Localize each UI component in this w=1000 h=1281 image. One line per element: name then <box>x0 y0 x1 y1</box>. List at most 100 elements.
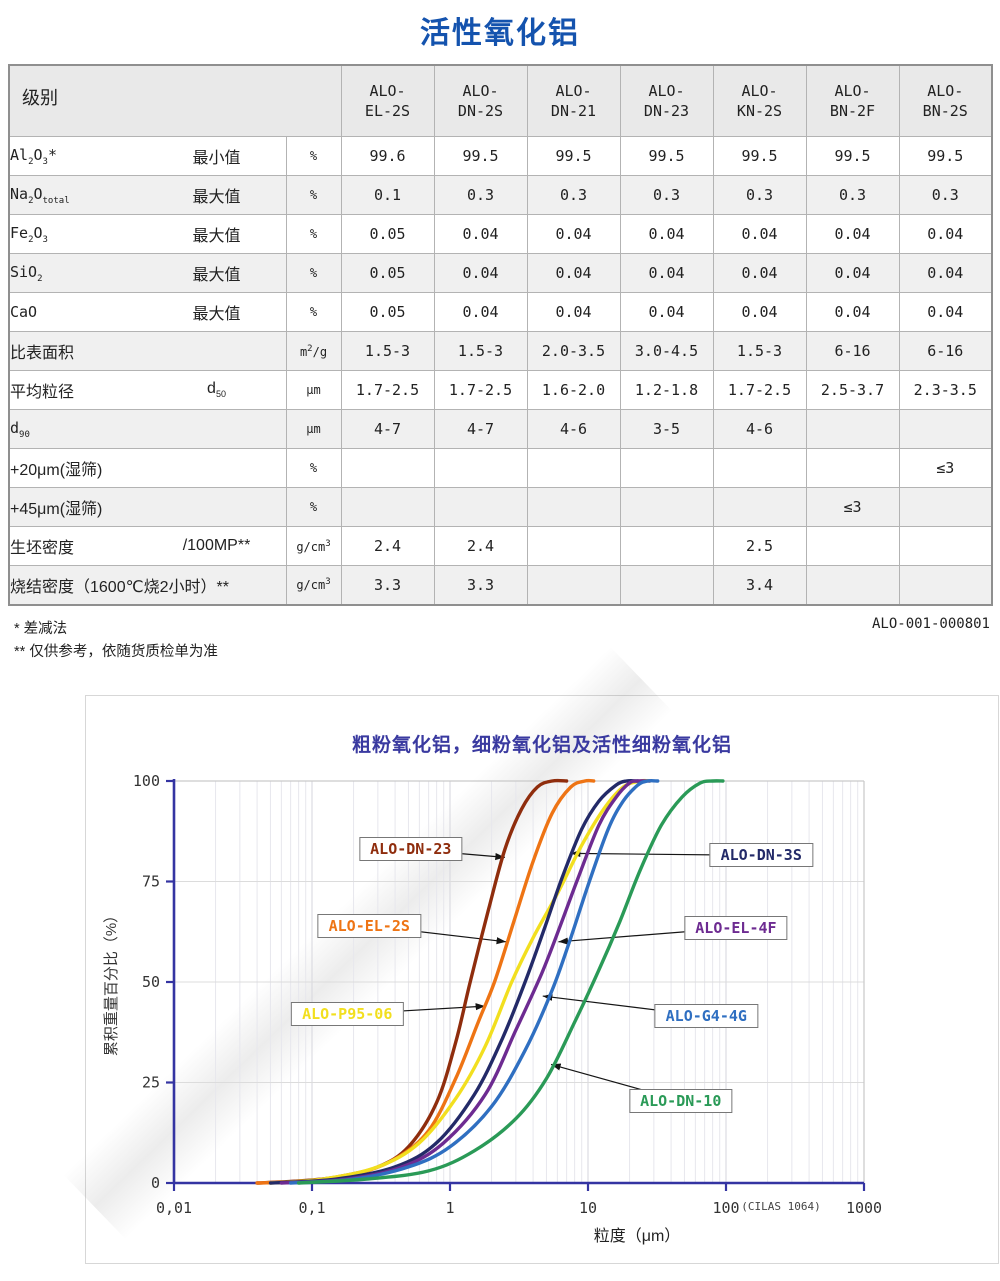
distribution-chart: 粗粉氧化铝，细粉氧化铝及活性细粉氧化铝 0 25 50 75 100 0,01 0,1 1 10… <box>63 646 999 1264</box>
unit-cell: % <box>285 136 342 176</box>
value-cell: 4-7 <box>433 409 528 449</box>
table-row: Fe2O3 最大值% 0.05 0.04 0.04 0.04 0.04 0.04 0.04 <box>8 214 993 254</box>
svg-text:1000: 1000 <box>846 1199 882 1217</box>
value-cell <box>805 448 900 488</box>
table-row: +20μm(湿筛)% ≤3 <box>8 448 993 488</box>
value-cell: 0.04 <box>526 253 621 293</box>
spec-table-body: Al2O3* 最小值% 99.6 99.5 99.5 99.5 99.5 99.5 99.5 Na… <box>8 136 993 605</box>
value-cell: 2.4 <box>433 526 528 566</box>
value-cell: 99.6 <box>340 136 435 176</box>
value-cell: 0.04 <box>898 253 993 293</box>
value-cell: 0.04 <box>712 253 807 293</box>
value-cell: 6-16 <box>805 331 900 371</box>
svg-text:0,01: 0,01 <box>156 1199 192 1217</box>
property-qualifier: 最大值 <box>192 267 241 284</box>
value-cell: 0.04 <box>526 292 621 332</box>
property-cell: 平均粒径 d50 <box>8 370 287 410</box>
unit-cell: % <box>285 487 342 527</box>
value-cell <box>619 487 714 527</box>
value-cell: 0.04 <box>433 292 528 332</box>
table-row: Al2O3* 最小值% 99.6 99.5 99.5 99.5 99.5 99.5 99.5 <box>8 136 993 176</box>
value-cell: 1.6-2.0 <box>526 370 621 410</box>
product-header: ALO- EL-2S <box>340 64 435 137</box>
property-qualifier: 最大值 <box>192 189 241 206</box>
value-cell: 1.7-2.5 <box>340 370 435 410</box>
value-cell: 4-6 <box>712 409 807 449</box>
spec-table: 级别 ALO- EL-2S ALO- DN-2S ALO- DN-21 ALO- DN-23 A… <box>8 64 993 606</box>
value-cell: 99.5 <box>712 136 807 176</box>
series-curve-alo-g4-4g <box>288 778 660 1185</box>
value-cell: 0.3 <box>805 175 900 215</box>
page-title: 活性氧化铝 <box>420 17 580 50</box>
product-header: ALO- DN-21 <box>526 64 621 137</box>
property-name: CaO <box>10 303 38 321</box>
value-cell: 3.3 <box>340 565 435 605</box>
unit-cell: % <box>285 214 342 254</box>
value-cell <box>619 448 714 488</box>
series-curve-alo-dn-3s <box>268 778 640 1185</box>
property-name: Al2O3* <box>10 145 57 167</box>
table-header-row: 级别 ALO- EL-2S ALO- DN-2S ALO- DN-21 ALO- DN-23 A… <box>8 64 993 137</box>
table-row: Na2Ototal 最大值% 0.1 0.3 0.3 0.3 0.3 0.3 0.3 <box>8 175 993 215</box>
value-cell: 0.1 <box>340 175 435 215</box>
unit-cell: μm <box>285 409 342 449</box>
value-cell <box>433 487 528 527</box>
value-cell <box>898 526 993 566</box>
value-cell: 99.5 <box>526 136 621 176</box>
unit-cell: g/cm3 <box>285 526 342 566</box>
value-cell <box>433 448 528 488</box>
property-name: 比表面积 <box>10 345 75 362</box>
product-header: ALO- DN-23 <box>619 64 714 137</box>
value-cell: 0.04 <box>805 214 900 254</box>
value-cell <box>526 565 621 605</box>
footnote-2: ** 仅供参考，依随货质检单为准 <box>14 644 218 660</box>
table-row: SiO2 最大值% 0.05 0.04 0.04 0.04 0.04 0.04 0.04 <box>8 253 993 293</box>
property-qualifier: 最大值 <box>192 306 241 323</box>
value-cell: 0.05 <box>340 253 435 293</box>
value-cell <box>898 409 993 449</box>
series-curve-alo-el-4f <box>279 779 652 1185</box>
instrument-note: (CILAS 1064) <box>741 1200 820 1213</box>
series-curve-alo-dn-10 <box>296 779 725 1185</box>
property-name: SiO2 <box>10 262 43 284</box>
value-cell: 0.04 <box>619 253 714 293</box>
value-cell: 2.0-3.5 <box>526 331 621 371</box>
unit-cell: g/cm3 <box>285 565 342 605</box>
value-cell: 0.04 <box>898 292 993 332</box>
value-cell: 0.04 <box>433 214 528 254</box>
product-header: ALO- DN-2S <box>433 64 528 137</box>
value-cell: 99.5 <box>805 136 900 176</box>
value-cell <box>340 487 435 527</box>
property-cell: CaO 最大值 <box>8 292 287 332</box>
value-cell <box>526 526 621 566</box>
value-cell: 2.4 <box>340 526 435 566</box>
value-cell: 1.2-1.8 <box>619 370 714 410</box>
value-cell: 99.5 <box>433 136 528 176</box>
value-cell: 0.04 <box>526 214 621 254</box>
property-qualifier: /100MP** <box>182 537 251 554</box>
series-label-alo-dn-10: ALO-DN-10 <box>629 1088 733 1113</box>
value-cell: 1.7-2.5 <box>712 370 807 410</box>
value-cell <box>619 526 714 566</box>
value-cell: 4-6 <box>526 409 621 449</box>
svg-text:75: 75 <box>142 873 160 891</box>
value-cell <box>619 565 714 605</box>
svg-text:100: 100 <box>133 772 160 790</box>
value-cell: 3.4 <box>712 565 807 605</box>
document-code: ALO-001-000801 <box>871 616 990 632</box>
property-cell: 生坯密度/100MP** <box>8 526 287 566</box>
svg-text:1: 1 <box>445 1199 454 1217</box>
unit-cell: % <box>285 292 342 332</box>
property-qualifier: 最大值 <box>192 228 241 245</box>
table-row: 烧结密度（1600℃烧2小时）** g/cm3 3.3 3.3 3.4 <box>8 565 993 605</box>
property-name: 平均粒径 <box>10 384 75 401</box>
value-cell <box>526 448 621 488</box>
series-label-alo-p95-06: ALO-P95-06 <box>291 1002 404 1027</box>
grade-header-label: 级别 <box>22 88 58 108</box>
product-header: ALO- BN-2S <box>898 64 993 137</box>
unit-cell: % <box>285 175 342 215</box>
value-cell: 0.04 <box>712 292 807 332</box>
footnote-1: * 差减法 <box>14 621 68 637</box>
value-cell: 0.04 <box>619 292 714 332</box>
